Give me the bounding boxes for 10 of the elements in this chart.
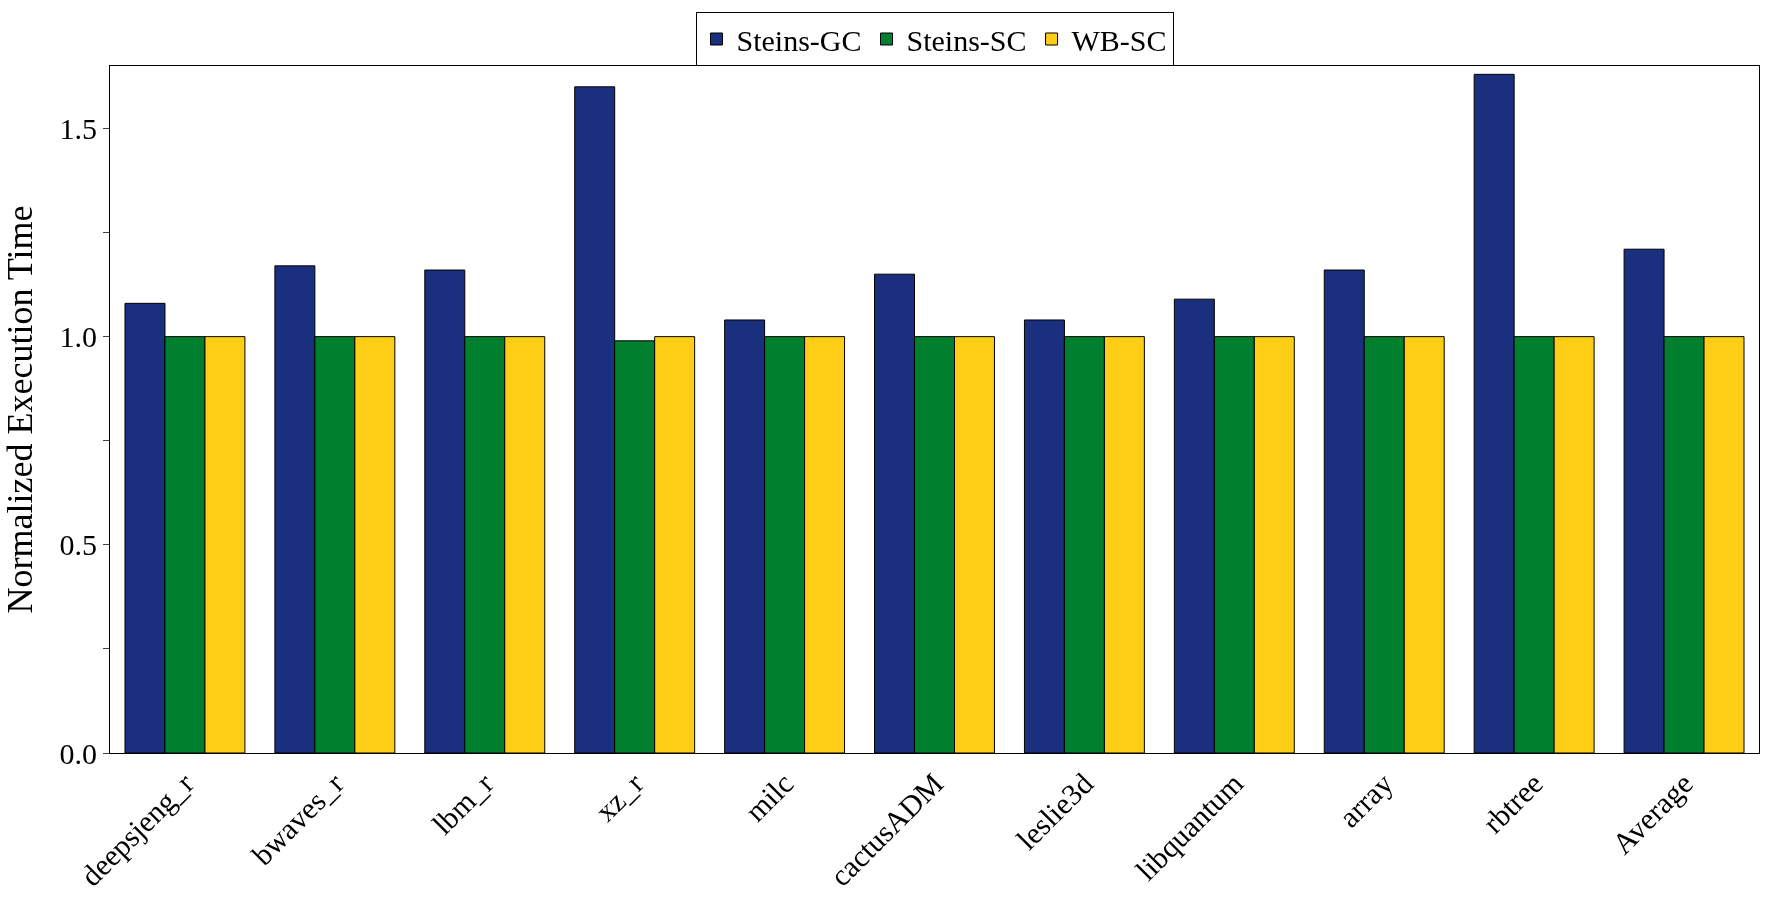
y-tick-label: 0.0 <box>59 736 97 770</box>
legend-label: WB-SC <box>1071 23 1167 57</box>
y-axis-title: Normalized Execution Time <box>0 205 41 614</box>
y-tick-label: 1.0 <box>59 320 97 354</box>
y-tick-label: 1.5 <box>59 111 97 145</box>
x-tick-label: xz_r <box>588 766 650 828</box>
legend-label: Steins-GC <box>736 23 862 57</box>
x-tick-label: milc <box>738 766 800 828</box>
legend-label: Steins-SC <box>906 23 1027 57</box>
y-tick-label: 0.5 <box>59 528 97 562</box>
